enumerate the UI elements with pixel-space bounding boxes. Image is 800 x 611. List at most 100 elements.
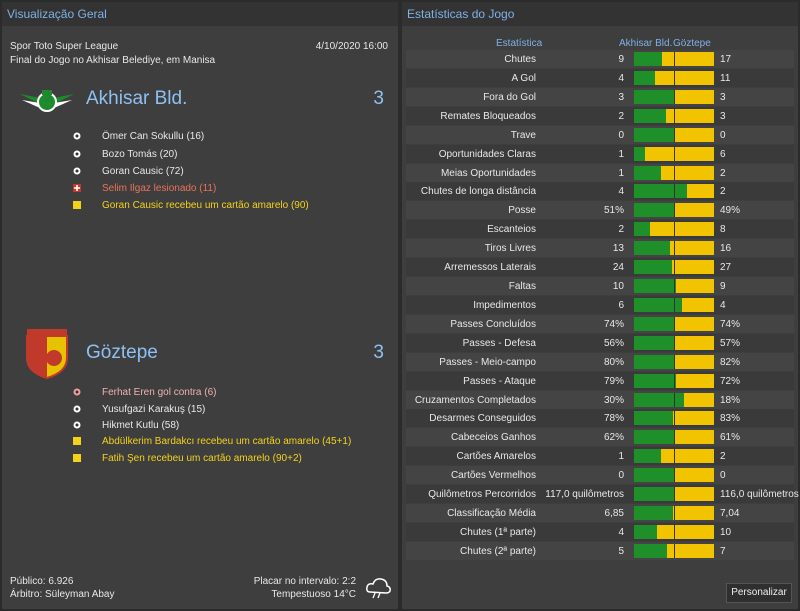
away-bar bbox=[674, 89, 714, 104]
stat-row: Posse 51% 49% bbox=[406, 201, 794, 220]
home-bar bbox=[634, 108, 666, 123]
away-value: 72% bbox=[720, 375, 741, 387]
home-value: 1 bbox=[618, 167, 624, 179]
stat-name: Fora do Gol bbox=[483, 91, 536, 103]
home-value: 117,0 quilômetros bbox=[545, 489, 624, 501]
attendance: Público: 6.926 bbox=[10, 576, 74, 587]
column-header: Akhisar Bld. bbox=[619, 38, 673, 49]
stat-name: Passes - Defesa bbox=[462, 337, 536, 349]
bar-midline bbox=[674, 316, 675, 331]
overview-panel: Visualização Geral Spor Toto Super Leagu… bbox=[2, 2, 398, 609]
away-bar bbox=[687, 184, 714, 199]
home-value: 6,85 bbox=[604, 508, 624, 520]
bar-midline bbox=[674, 89, 675, 104]
stat-row: Passes - Defesa 56% 57% bbox=[406, 333, 794, 352]
event: Bozo Tomás (20) bbox=[102, 149, 178, 160]
stat-row: Cruzamentos Completados 30% 18% bbox=[406, 390, 794, 409]
stat-name: Faltas bbox=[508, 281, 536, 293]
bar-midline bbox=[674, 411, 675, 426]
away-bar bbox=[674, 127, 714, 142]
bar-midline bbox=[674, 184, 675, 199]
bar-midline bbox=[674, 260, 675, 275]
home-team: Akhisar Bld. bbox=[86, 88, 188, 109]
away-bar bbox=[675, 373, 714, 388]
stat-row: Passes - Meio-campo 80% 82% bbox=[406, 352, 794, 371]
event: Selim Ilgaz lesionado (11) bbox=[102, 183, 217, 194]
stat-name: Meias Oportunidades bbox=[440, 167, 536, 179]
home-value: 51% bbox=[603, 205, 624, 217]
stat-row: Cartões Vermelhos 0 0 bbox=[406, 466, 794, 485]
stat-row: Remates Bloqueados 2 3 bbox=[406, 106, 794, 125]
home-bar bbox=[634, 430, 675, 445]
yellow-card-icon bbox=[73, 201, 81, 209]
event: Hikmet Kutlu (58) bbox=[102, 420, 180, 431]
stat-row: Escanteios 2 8 bbox=[406, 220, 794, 239]
customize-button[interactable]: Personalizar bbox=[726, 583, 792, 603]
away-bar bbox=[674, 468, 714, 483]
event: Goran Causic recebeu um cartão amarelo (… bbox=[102, 200, 309, 211]
home-bar bbox=[634, 146, 646, 161]
home-value: 62% bbox=[603, 432, 624, 444]
away-bar bbox=[672, 411, 714, 426]
home-bar bbox=[634, 506, 674, 521]
bar-midline bbox=[674, 354, 675, 369]
stat-row: Chutes (2ª parte) 5 7 bbox=[406, 541, 794, 560]
home-bar bbox=[634, 468, 674, 483]
home-value: 24 bbox=[612, 262, 624, 274]
bar-midline bbox=[674, 449, 675, 464]
stat-row: Faltas 10 9 bbox=[406, 277, 794, 296]
away-bar bbox=[674, 487, 714, 502]
away-value: 7,04 bbox=[720, 508, 740, 520]
weather-icon bbox=[366, 578, 391, 599]
stat-name: Arremessos Laterais bbox=[444, 262, 536, 274]
goal-icon bbox=[73, 421, 81, 429]
home-value: 78% bbox=[603, 413, 624, 425]
home-value: 56% bbox=[603, 337, 624, 349]
away-bar bbox=[674, 203, 714, 218]
away-bar bbox=[673, 354, 714, 369]
away-bar bbox=[650, 222, 714, 237]
bar-midline bbox=[674, 241, 675, 256]
stat-row: Meias Oportunidades 1 2 bbox=[406, 163, 794, 182]
venue: Final do Jogo no Akhisar Belediye, em Ma… bbox=[10, 55, 216, 66]
away-value: 7 bbox=[720, 545, 726, 557]
home-logo bbox=[20, 90, 74, 112]
home-value: 0 bbox=[618, 129, 624, 141]
away-value: 4 bbox=[720, 299, 726, 311]
away-value: 17 bbox=[720, 54, 732, 65]
home-bar bbox=[634, 373, 676, 388]
datetime: 4/10/2020 16:00 bbox=[315, 41, 388, 52]
away-bar bbox=[669, 241, 714, 256]
stat-row: Passes - Ataque 79% 72% bbox=[406, 371, 794, 390]
bar-midline bbox=[674, 127, 675, 142]
away-value: 27 bbox=[720, 262, 732, 274]
stat-name: Tiros Livres bbox=[484, 243, 536, 255]
away-value: 0 bbox=[720, 470, 726, 482]
home-value: 80% bbox=[603, 356, 624, 368]
home-bar bbox=[634, 487, 675, 502]
home-bar bbox=[634, 525, 657, 539]
bar-midline bbox=[674, 335, 675, 350]
halftime-score: Placar no intervalo: 2:2 bbox=[253, 576, 356, 587]
stat-name: Cartões Vermelhos bbox=[450, 470, 536, 482]
home-bar bbox=[634, 127, 674, 142]
stat-row: Oportunidades Claras 1 6 bbox=[406, 144, 794, 163]
yellow-card-icon bbox=[73, 454, 81, 462]
bar-midline bbox=[674, 203, 675, 218]
event: Fatih Şen recebeu um cartão amarelo (90+… bbox=[102, 453, 302, 464]
stat-row: Tiros Livres 13 16 bbox=[406, 239, 794, 258]
bar-midline bbox=[674, 543, 675, 558]
bar-midline bbox=[674, 279, 675, 294]
home-bar bbox=[634, 70, 656, 85]
away-bar bbox=[661, 52, 714, 66]
bar-midline bbox=[674, 165, 675, 180]
away-value: 3 bbox=[720, 91, 726, 103]
home-value: 13 bbox=[612, 243, 624, 255]
home-value: 79% bbox=[603, 375, 624, 387]
weather: Tempestuoso 14°C bbox=[271, 589, 356, 600]
stat-name: Chutes (1ª parte) bbox=[460, 527, 536, 538]
home-bar bbox=[634, 316, 674, 331]
stat-name: Quilômetros Percorridos bbox=[428, 489, 536, 501]
home-bar bbox=[634, 335, 674, 350]
